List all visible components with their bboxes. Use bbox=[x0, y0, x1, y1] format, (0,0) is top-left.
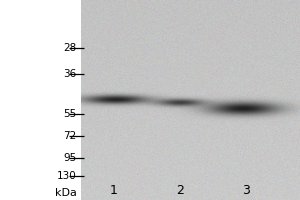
Text: 72: 72 bbox=[63, 131, 76, 141]
Text: 55: 55 bbox=[63, 109, 76, 119]
Text: kDa: kDa bbox=[55, 188, 76, 198]
Text: 3: 3 bbox=[242, 184, 250, 196]
Text: 2: 2 bbox=[176, 184, 184, 196]
Text: 95: 95 bbox=[63, 153, 76, 163]
Text: 28: 28 bbox=[63, 43, 76, 53]
Text: 130: 130 bbox=[57, 171, 76, 181]
Text: 36: 36 bbox=[63, 69, 76, 79]
Text: 1: 1 bbox=[110, 184, 118, 196]
